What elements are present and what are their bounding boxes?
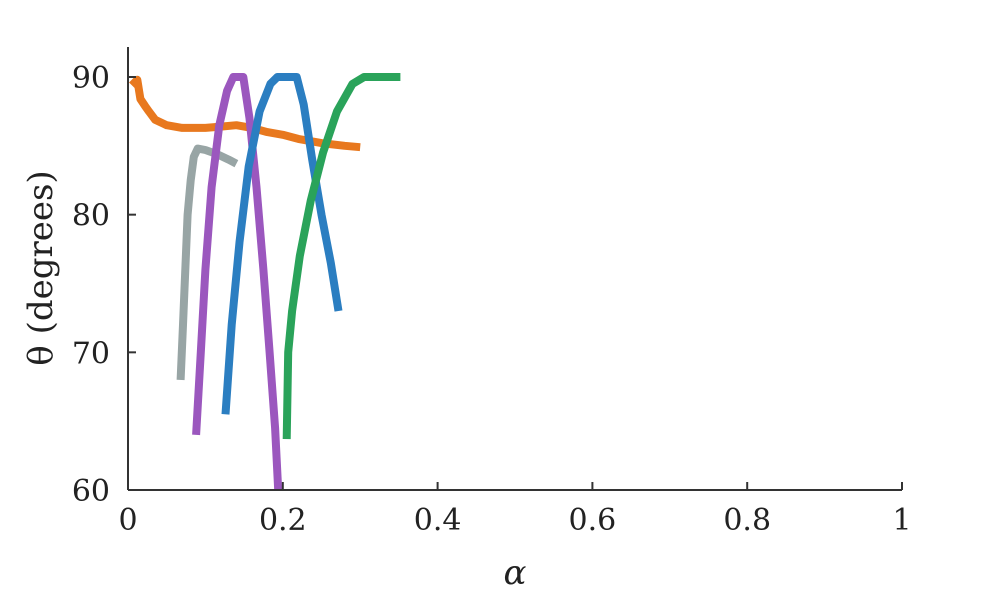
- series-line-4: [221, 73, 343, 415]
- y-tick-label: 90: [72, 61, 110, 96]
- x-tick-label: 0.6: [569, 503, 617, 538]
- x-tick-label: 0.4: [414, 503, 462, 538]
- series-line-2: [176, 144, 239, 381]
- y-axis-label: θ (degrees): [21, 170, 61, 365]
- x-tick-label: 0.8: [723, 503, 771, 538]
- series-line-1: [129, 75, 361, 152]
- series-layer: [129, 73, 401, 491]
- x-tick-label: 1: [892, 503, 911, 538]
- x-tick-label: 0.2: [259, 503, 307, 538]
- series-line-5: [282, 73, 401, 440]
- ticks: 0 0.2 0.4 0.6 0.8 1 60 70 80 90: [72, 61, 912, 538]
- x-axis-label: α: [504, 553, 527, 593]
- y-tick-label: 60: [72, 474, 110, 509]
- axes: [127, 47, 902, 491]
- series-line-3: [192, 73, 283, 491]
- x-tick-label: 0: [118, 503, 137, 538]
- y-tick-label: 80: [72, 199, 110, 234]
- y-tick-label: 70: [72, 336, 110, 371]
